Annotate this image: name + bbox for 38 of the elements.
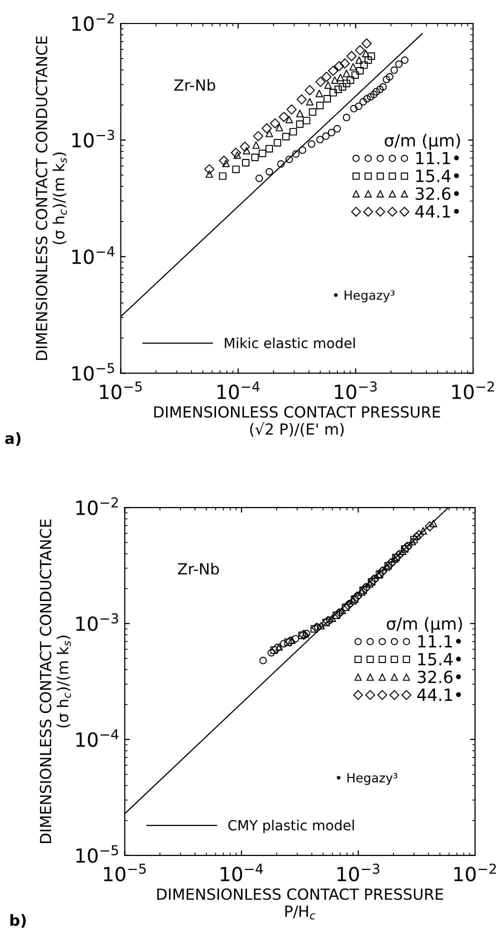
y-axis-title: DIMENSIONLESS CONTACT CONDUCTANCE (σ h$_{c}$)/(m k$_{s}$) — [36, 36, 67, 360]
legend-label: Mikic elastic model — [224, 338, 355, 348]
y-axis-title: DIMENSIONLESS CONTACT CONDUCTANCE (σ h$_{c}$)/(m k$_{s}$) — [40, 519, 71, 844]
annotation: Zr-Nb — [174, 79, 216, 91]
x-tick-label: 10$^{−3}$ — [338, 864, 380, 882]
y-tick-label: 10$^{−3}$ — [76, 613, 118, 632]
legend-label: 32.6• — [416, 187, 459, 200]
legend-title: σ/m (μm) — [384, 134, 460, 150]
y-tick-label: 10$^{−4}$ — [72, 246, 114, 264]
legend-label: 15.4• — [416, 170, 459, 182]
legend-label: 11.1• — [418, 635, 461, 648]
x-tick-label: 10$^{−3}$ — [334, 381, 377, 400]
annotation: • Hegazy³ — [334, 290, 394, 302]
legend-label: 44.1• — [417, 688, 461, 701]
y-tick-label: 10$^{−5}$ — [76, 845, 118, 863]
x-tick-label: 10$^{−5}$ — [100, 382, 142, 400]
y-tick-label: 10$^{−2}$ — [72, 13, 114, 32]
y-tick-label: 10$^{−3}$ — [72, 130, 114, 148]
legend-label: 15.4• — [418, 653, 461, 666]
legend-label: 44.1• — [415, 205, 459, 218]
text: a) — [5, 432, 20, 446]
y-tick-label: 10$^{−5}$ — [72, 363, 114, 381]
x-tick-label: 10$^{−4}$ — [220, 864, 263, 882]
x-tick-label: 10$^{−5}$ — [104, 864, 146, 882]
legend-label: 32.6• — [418, 670, 461, 684]
legend-label: CMY plastic model — [228, 820, 354, 834]
annotation: • Hegazy³ — [336, 773, 398, 785]
x-tick-label: 10$^{−4}$ — [217, 382, 260, 400]
legend-title: σ/m (μm) — [386, 616, 462, 634]
legend-label: 11.1• — [416, 152, 459, 164]
text: b) — [10, 914, 26, 928]
x-tick-label: 10$^{−2}$ — [454, 864, 496, 882]
annotation: Zr-Nb — [178, 562, 219, 575]
x-axis-title: DIMENSIONLESS CONTACT PRESSURE (√2 P)/(E' m) — [154, 406, 440, 437]
x-axis-title: DIMENSIONLESS CONTACT PRESSURE P/H$_{c}$ — [157, 888, 444, 920]
y-tick-label: 10$^{−2}$ — [76, 497, 118, 516]
x-tick-label: 10$^{−2}$ — [452, 381, 494, 400]
y-tick-label: 10$^{−4}$ — [76, 729, 118, 747]
